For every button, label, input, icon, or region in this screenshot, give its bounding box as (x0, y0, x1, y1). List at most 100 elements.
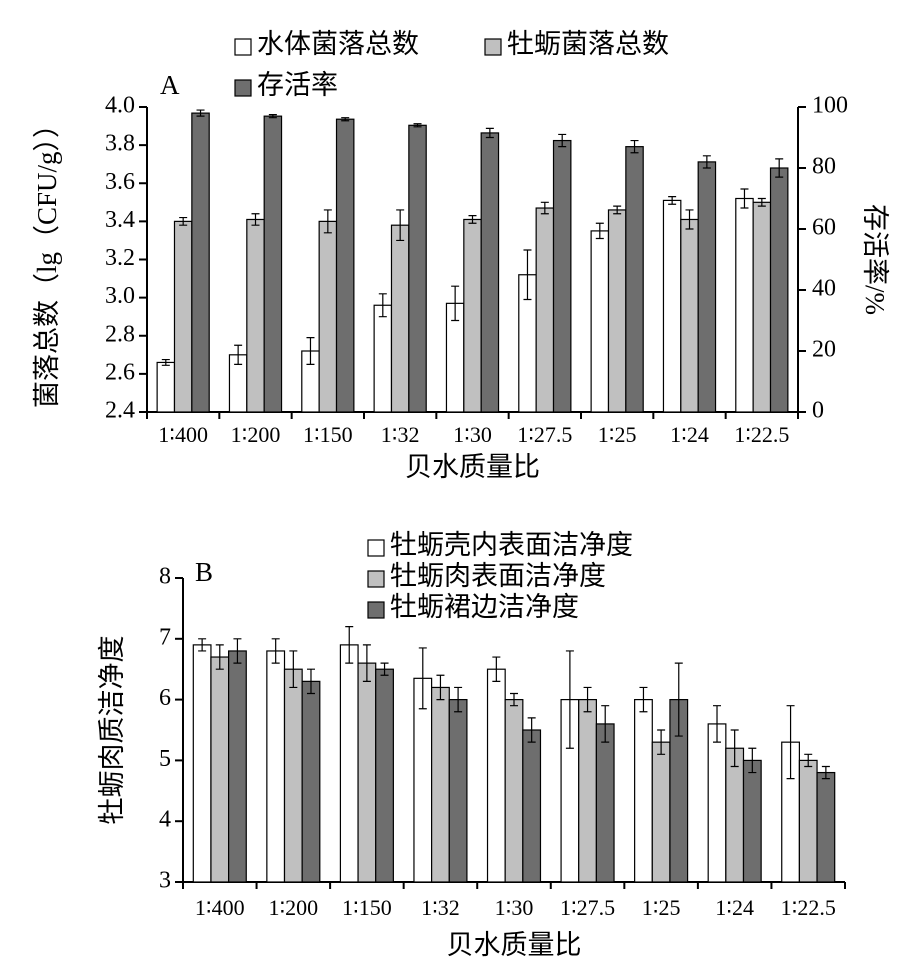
error-bar (323, 209, 332, 234)
error-bar (233, 638, 242, 664)
error-bar (730, 729, 739, 768)
y2-tick-label: 60 (812, 215, 836, 241)
error-bar (271, 638, 280, 664)
bar (625, 146, 644, 413)
error-bar (179, 216, 188, 226)
x-tick-label: 1∶32 (381, 422, 420, 447)
error-bar (345, 626, 354, 664)
bar (522, 729, 542, 883)
bar (816, 771, 836, 883)
x-tick-label: 1∶200 (231, 422, 281, 447)
y-axis-label: 菌落总数（lg（CFU/g）） (32, 111, 62, 408)
x-tick-label: 1∶22.5 (781, 895, 836, 920)
error-bar (523, 249, 532, 301)
bar (390, 224, 410, 413)
legend-label: 牡蛎裙边洁净度 (390, 592, 579, 622)
x-tick-label: 1∶30 (453, 422, 492, 447)
error-bar (527, 717, 536, 743)
legend-swatch (367, 539, 385, 557)
legend-swatch (367, 601, 385, 619)
legend-label: 牡蛎菌落总数 (507, 29, 669, 59)
error-bar (821, 765, 830, 780)
error-bar (485, 127, 494, 139)
error-bar (775, 158, 784, 178)
error-bar (362, 644, 371, 682)
error-bar (289, 650, 298, 689)
error-bar (740, 188, 749, 209)
error-bar (565, 650, 574, 749)
y-tick-label: 3.4 (105, 207, 135, 233)
error-bar (685, 209, 694, 230)
error-bar (396, 209, 405, 242)
y-tick-label: 3.0 (105, 283, 135, 309)
bar (651, 741, 671, 883)
legend-swatch (484, 38, 502, 56)
bar (735, 197, 754, 413)
error-bar (510, 692, 518, 707)
x-tick-label: 1∶24 (715, 895, 754, 920)
bar (266, 650, 286, 883)
x-tick-label: 1∶27.5 (517, 422, 572, 447)
y-axis-label: 牡蛎肉质洁净度 (97, 636, 127, 825)
x-tick-label: 1∶27.5 (560, 895, 615, 920)
y-tick-label: 8 (159, 564, 171, 590)
error-bar (268, 114, 277, 119)
bar (725, 747, 745, 883)
y-tick-label: 2.6 (105, 359, 135, 385)
y-tick-label: 2.8 (105, 321, 135, 347)
x-tick-label: 1∶32 (421, 895, 460, 920)
bar (634, 698, 653, 883)
bar (228, 650, 247, 883)
x-tick-label: 1∶22.5 (734, 422, 789, 447)
x-tick-label: 1∶200 (268, 895, 318, 920)
error-bar (380, 662, 389, 676)
error-bar (804, 753, 813, 768)
legend-swatch (234, 38, 252, 56)
error-bar (540, 201, 549, 215)
bar (535, 207, 555, 413)
error-bar (748, 747, 757, 774)
x-tick-label: 1∶400 (195, 895, 245, 920)
error-bar (161, 358, 170, 366)
error-bar (454, 686, 463, 713)
error-bar (613, 205, 622, 215)
error-bar (234, 344, 243, 365)
x-axis-label: 贝水质量比 (405, 452, 540, 482)
bar (335, 118, 355, 413)
bar (373, 304, 393, 413)
x-tick-label: 1∶150 (342, 895, 392, 920)
error-bar (713, 705, 722, 743)
error-bar (583, 686, 592, 713)
bar (486, 668, 506, 883)
error-bar (657, 729, 666, 755)
bar (742, 759, 762, 883)
y-tick-label: 3.6 (105, 169, 135, 195)
bar (156, 361, 176, 413)
y2-tick-label: 0 (812, 398, 824, 424)
bar (263, 115, 283, 413)
y-tick-label: 3.8 (105, 131, 135, 157)
error-bar (251, 213, 260, 226)
error-bar (306, 668, 315, 695)
bar (339, 644, 359, 883)
bar (408, 124, 427, 413)
y2-tick-label: 20 (812, 337, 836, 363)
bar (504, 698, 524, 883)
bar (191, 112, 210, 413)
y2-tick-label: 40 (812, 276, 836, 302)
error-bar (558, 133, 567, 148)
x-tick-label: 1∶25 (598, 422, 637, 447)
bar (448, 698, 468, 883)
bar (301, 680, 321, 883)
bar (431, 686, 450, 883)
error-bar (198, 638, 207, 652)
error-bar (341, 117, 350, 122)
bar (590, 230, 610, 413)
x-tick-label: 1∶150 (303, 422, 353, 447)
y-tick-label: 3.2 (105, 245, 135, 271)
error-bar (786, 705, 795, 780)
error-bar (306, 337, 315, 365)
error-bar (451, 285, 460, 322)
y-tick-label: 5 (159, 746, 171, 772)
error-bar (418, 647, 427, 710)
